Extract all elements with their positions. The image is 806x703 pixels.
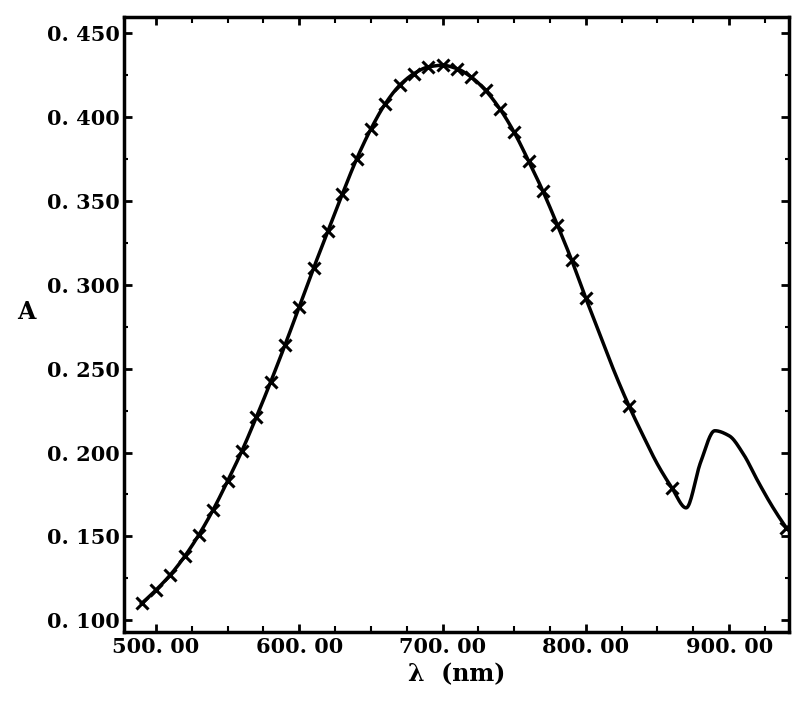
Y-axis label: A: A <box>17 300 35 324</box>
X-axis label: λ  (nm): λ (nm) <box>408 662 505 686</box>
